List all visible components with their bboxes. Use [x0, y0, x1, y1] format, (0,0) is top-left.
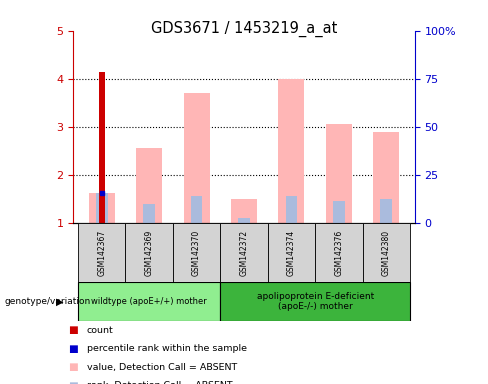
Bar [78, 282, 220, 321]
Text: GSM142372: GSM142372 [240, 229, 248, 276]
Text: ■: ■ [68, 362, 78, 372]
Text: count: count [87, 326, 114, 335]
Bar [89, 193, 115, 223]
Bar [381, 199, 392, 223]
Bar [78, 223, 125, 282]
Bar [238, 218, 250, 223]
Text: apolipoprotein E-deficient
(apoE-/-) mother: apolipoprotein E-deficient (apoE-/-) mot… [257, 292, 374, 311]
Text: ■: ■ [68, 381, 78, 384]
Bar [183, 93, 210, 223]
Text: GSM142380: GSM142380 [382, 229, 391, 276]
Bar [96, 193, 107, 223]
Text: ■: ■ [68, 325, 78, 335]
Bar [373, 131, 399, 223]
Bar [99, 71, 104, 223]
Bar [220, 223, 268, 282]
Bar [268, 223, 315, 282]
Text: GSM142374: GSM142374 [287, 229, 296, 276]
Bar [315, 223, 363, 282]
Bar [143, 205, 155, 223]
Text: wildtype (apoE+/+) mother: wildtype (apoE+/+) mother [91, 297, 207, 306]
Bar [285, 196, 297, 223]
Text: percentile rank within the sample: percentile rank within the sample [87, 344, 247, 353]
Text: GDS3671 / 1453219_a_at: GDS3671 / 1453219_a_at [151, 21, 337, 37]
Bar [220, 282, 410, 321]
Text: GSM142367: GSM142367 [97, 229, 106, 276]
Text: GSM142376: GSM142376 [334, 229, 344, 276]
Text: value, Detection Call = ABSENT: value, Detection Call = ABSENT [87, 362, 237, 372]
Bar [125, 223, 173, 282]
Bar [231, 199, 257, 223]
Bar [191, 196, 203, 223]
Text: ▶: ▶ [56, 296, 63, 306]
Bar [173, 223, 220, 282]
Text: genotype/variation: genotype/variation [5, 297, 91, 306]
Text: GSM142369: GSM142369 [144, 229, 154, 276]
Bar [136, 148, 162, 223]
Text: rank, Detection Call = ABSENT: rank, Detection Call = ABSENT [87, 381, 232, 384]
Bar [278, 79, 305, 223]
Bar [363, 223, 410, 282]
Text: ■: ■ [68, 344, 78, 354]
Bar [333, 201, 345, 223]
Text: GSM142370: GSM142370 [192, 229, 201, 276]
Bar [326, 124, 352, 223]
